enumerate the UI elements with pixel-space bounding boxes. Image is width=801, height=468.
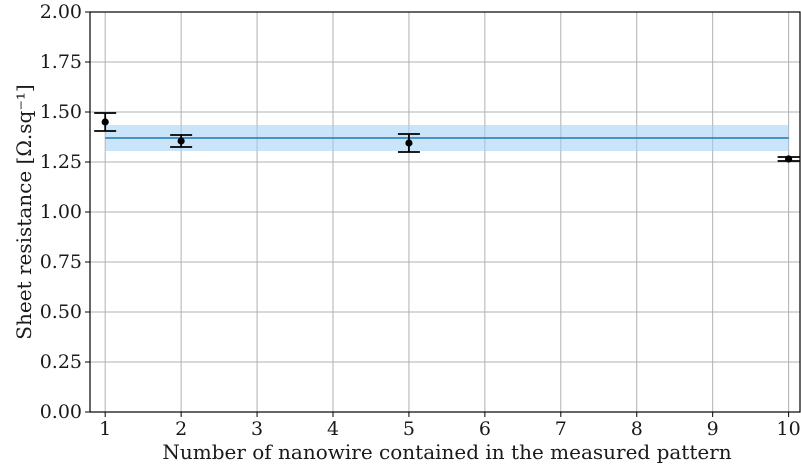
y-tick-label: 0.00 [40, 401, 82, 423]
x-tick-label: 8 [631, 418, 643, 440]
x-tick-label: 3 [251, 418, 263, 440]
data-point [785, 155, 793, 163]
x-tick-label: 4 [327, 418, 339, 440]
y-tick-label: 0.75 [40, 251, 82, 273]
y-axis-label: Sheet resistance [Ω.sq⁻¹] [12, 84, 36, 339]
data-point [177, 137, 185, 145]
y-tick-label: 1.25 [40, 151, 82, 173]
x-tick-label: 1 [99, 418, 111, 440]
y-tick-label: 0.50 [40, 301, 82, 323]
y-tick-label: 1.00 [40, 201, 82, 223]
data-point [405, 139, 413, 147]
data-point [101, 118, 109, 126]
x-tick-label: 6 [479, 418, 491, 440]
x-axis-label: Number of nanowire contained in the meas… [162, 440, 731, 464]
x-tick-label: 5 [403, 418, 415, 440]
x-tick-label: 7 [555, 418, 567, 440]
x-tick-label: 10 [777, 418, 801, 440]
y-tick-label: 1.75 [40, 51, 82, 73]
x-tick-label: 9 [707, 418, 719, 440]
y-tick-label: 2.00 [40, 1, 82, 23]
y-tick-label: 1.50 [40, 101, 82, 123]
x-tick-label: 2 [175, 418, 187, 440]
y-tick-label: 0.25 [40, 351, 82, 373]
